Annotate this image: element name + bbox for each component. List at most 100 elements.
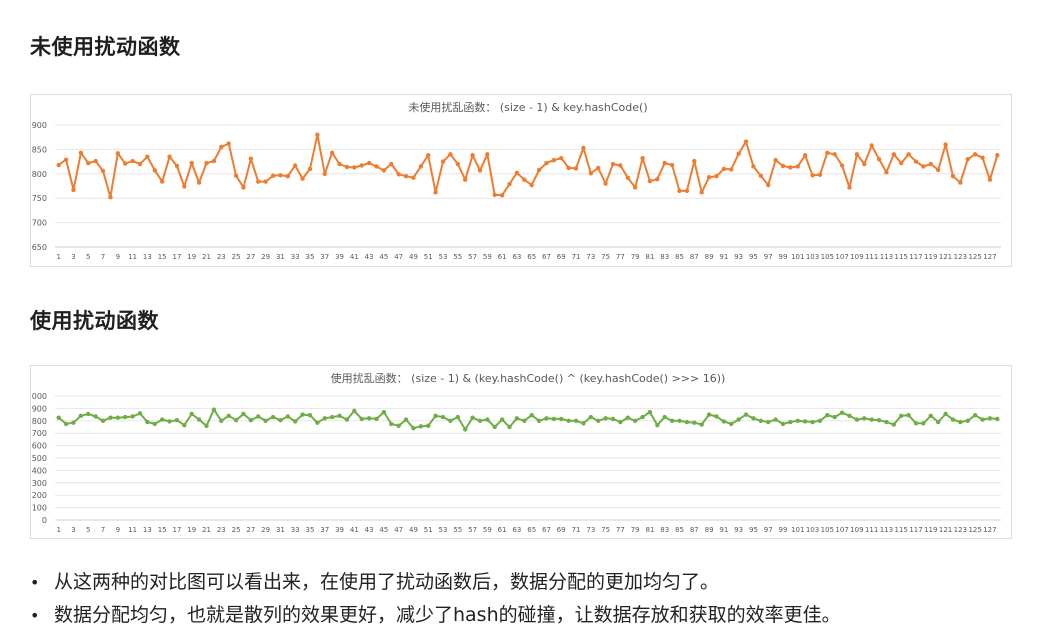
- data-point: [93, 158, 98, 164]
- data-point: [980, 155, 985, 160]
- data-point: [995, 416, 1000, 422]
- data-point: [522, 177, 527, 182]
- x-tick-label: 37: [320, 253, 329, 261]
- data-point: [152, 421, 157, 427]
- x-tick-label: 89: [705, 526, 714, 534]
- data-point: [159, 179, 165, 184]
- x-tick-label: 25: [232, 526, 241, 534]
- x-tick-label: 121: [939, 526, 952, 534]
- x-tick-label: 71: [572, 526, 581, 534]
- data-point: [980, 417, 985, 422]
- data-point: [721, 419, 727, 424]
- x-tick-label: 105: [821, 526, 834, 534]
- x-tick-label: 47: [394, 526, 403, 534]
- x-tick-label: 73: [586, 253, 595, 261]
- y-tick-label: 0: [42, 516, 47, 525]
- x-tick-label: 21: [202, 526, 211, 534]
- x-tick-label: 7: [101, 253, 105, 261]
- x-tick-label: 7: [101, 526, 105, 534]
- data-point: [559, 416, 564, 422]
- y-tick-label: 1000: [31, 392, 47, 401]
- data-point: [529, 182, 534, 188]
- data-point: [270, 173, 276, 178]
- data-point: [344, 417, 350, 422]
- x-tick-label: 119: [924, 526, 937, 534]
- data-point: [544, 416, 549, 421]
- y-tick-label: 300: [32, 479, 47, 488]
- data-point: [884, 419, 889, 425]
- section-heading-without-perturbation: 未使用扰动函数: [30, 35, 181, 59]
- x-tick-label: 61: [498, 253, 507, 261]
- x-tick-label: 47: [394, 253, 403, 261]
- data-point: [315, 132, 320, 137]
- data-point: [115, 415, 121, 420]
- data-point: [854, 417, 860, 422]
- x-tick-label: 67: [542, 253, 551, 261]
- data-point: [899, 160, 904, 166]
- data-point: [529, 413, 534, 418]
- x-tick-label: 83: [660, 253, 669, 261]
- line-chart-green: 使用扰乱函数： (size - 1) & (key.hashCode() ^ (…: [31, 371, 1001, 534]
- data-point: [359, 416, 364, 422]
- x-tick-label: 97: [764, 526, 773, 534]
- data-point: [167, 154, 172, 159]
- data-point: [921, 421, 926, 426]
- data-point: [913, 421, 919, 426]
- data-point: [743, 412, 749, 417]
- x-tick-label: 19: [187, 253, 196, 261]
- data-point: [100, 168, 106, 174]
- data-point: [958, 419, 963, 425]
- x-tick-label: 73: [586, 526, 595, 534]
- data-point: [610, 416, 616, 422]
- data-point: [152, 168, 157, 173]
- x-tick-label: 115: [895, 253, 908, 261]
- data-point: [832, 152, 837, 157]
- data-point: [174, 163, 180, 169]
- data-point: [795, 164, 800, 169]
- data-point: [507, 424, 512, 430]
- data-point: [743, 139, 749, 144]
- x-tick-label: 107: [835, 253, 848, 261]
- data-point: [618, 419, 623, 425]
- data-point: [396, 172, 401, 177]
- data-point: [817, 172, 823, 177]
- data-point: [632, 418, 638, 423]
- data-point: [603, 416, 608, 421]
- x-tick-label: 49: [409, 526, 418, 534]
- data-point: [485, 152, 490, 157]
- data-point: [196, 180, 202, 185]
- data-point: [869, 417, 874, 422]
- data-point: [241, 185, 246, 190]
- x-tick-label: 87: [690, 253, 699, 261]
- data-point: [684, 419, 690, 425]
- data-point: [596, 165, 601, 171]
- data-point: [263, 179, 268, 184]
- data-point: [780, 421, 786, 427]
- data-point: [248, 156, 254, 161]
- x-tick-label: 123: [954, 253, 967, 261]
- x-tick-label: 37: [320, 526, 329, 534]
- data-point: [492, 192, 497, 197]
- x-tick-label: 1: [56, 253, 60, 261]
- x-tick-label: 123: [954, 526, 967, 534]
- data-point: [374, 164, 379, 169]
- data-point: [389, 421, 394, 427]
- data-point: [71, 187, 76, 193]
- data-point: [972, 152, 978, 157]
- x-tick-label: 101: [791, 526, 804, 534]
- data-point: [130, 158, 135, 164]
- data-point: [219, 144, 224, 150]
- data-point: [329, 414, 335, 420]
- data-point: [78, 413, 84, 419]
- data-point: [485, 417, 490, 422]
- data-point: [226, 413, 231, 419]
- data-point: [307, 413, 313, 418]
- data-point: [182, 184, 187, 189]
- data-point: [455, 161, 460, 167]
- x-tick-label: 103: [806, 526, 819, 534]
- data-point: [403, 174, 409, 179]
- data-point: [943, 142, 948, 147]
- data-point: [411, 426, 416, 431]
- x-tick-label: 45: [379, 253, 388, 261]
- data-point: [987, 416, 993, 421]
